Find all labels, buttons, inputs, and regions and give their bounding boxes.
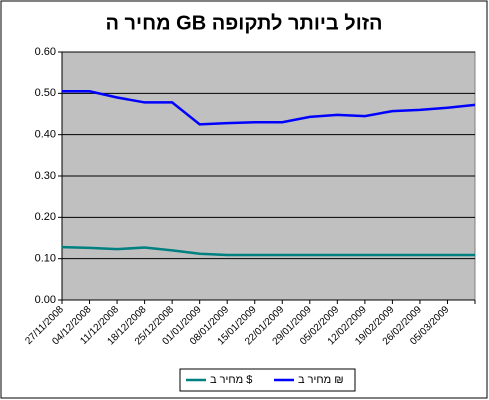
series-line	[62, 90, 476, 126]
y-tick-label: 0.30	[35, 170, 56, 182]
series-line	[61, 245, 475, 257]
chart-title: מחיר ה GB הזול ביותר לתקופה	[105, 12, 382, 34]
legend-label: מחיר ב ₪	[298, 374, 344, 386]
y-tick-label: 0.60	[35, 46, 56, 58]
y-tick-label: 0.20	[35, 211, 56, 223]
y-tick-label: 0.10	[35, 253, 56, 265]
y-tick-label: 0.40	[35, 129, 56, 141]
legend-label: מחיר ב $	[210, 374, 252, 386]
y-tick-label: 0.00	[35, 294, 56, 306]
y-tick-label: 0.50	[35, 87, 56, 99]
legend	[179, 368, 356, 392]
